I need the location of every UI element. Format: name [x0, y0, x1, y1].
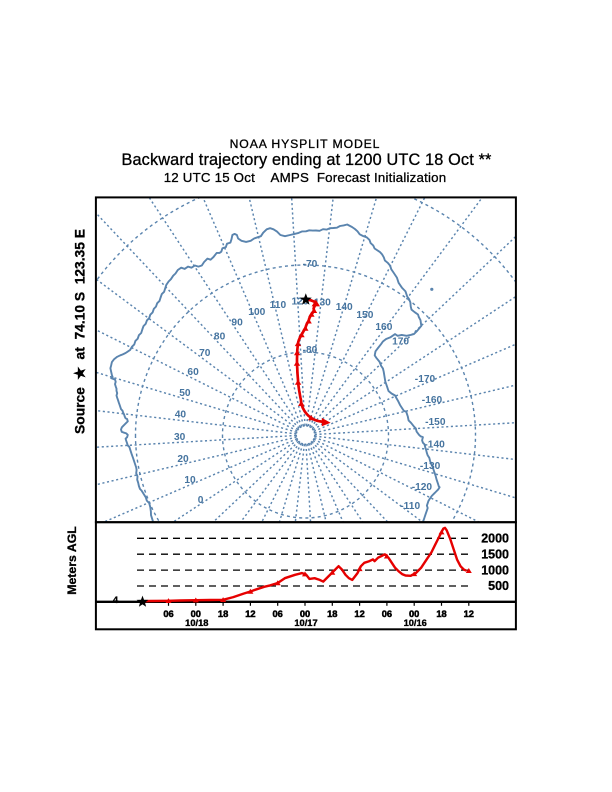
- svg-text:10/18: 10/18: [185, 618, 208, 628]
- svg-text:00: 00: [191, 609, 201, 619]
- svg-text:18: 18: [218, 609, 228, 619]
- svg-text:12 UTC 15 Oct AMPS Forecas: 12 UTC 15 Oct AMPS Forecast Initializati…: [164, 170, 447, 185]
- svg-text:06: 06: [273, 609, 283, 619]
- svg-text:Backward trajectory ending at: Backward trajectory ending at 1200 UTC 1…: [121, 151, 492, 169]
- svg-text:130: 130: [314, 297, 331, 308]
- svg-text:160: 160: [375, 322, 392, 333]
- svg-text:18: 18: [327, 609, 337, 619]
- svg-text:-170: -170: [415, 374, 436, 385]
- svg-text:110: 110: [270, 300, 287, 311]
- svg-text:10/16: 10/16: [404, 618, 427, 628]
- svg-text:40: 40: [175, 410, 187, 421]
- svg-text:06: 06: [382, 609, 392, 619]
- svg-text:60: 60: [187, 367, 199, 378]
- svg-text:12: 12: [464, 609, 474, 619]
- svg-text:06: 06: [163, 609, 173, 619]
- svg-text:-110: -110: [400, 501, 420, 512]
- svg-text:Source ★ at 74.10 S 123.35: Source ★ at 74.10 S 123.35 E: [73, 229, 88, 434]
- svg-text:-120: -120: [412, 482, 433, 493]
- svg-text:90: 90: [231, 318, 243, 329]
- svg-text:170: 170: [392, 337, 409, 348]
- svg-text:1000: 1000: [481, 563, 509, 577]
- svg-text:-150: -150: [425, 417, 446, 428]
- svg-text:12: 12: [354, 609, 364, 619]
- svg-text:50: 50: [179, 388, 191, 399]
- svg-text:150: 150: [356, 310, 373, 321]
- svg-text:30: 30: [174, 432, 186, 443]
- svg-text:-140: -140: [424, 439, 445, 450]
- svg-text:18: 18: [436, 609, 446, 619]
- svg-text:500: 500: [488, 579, 509, 593]
- svg-text:100: 100: [248, 307, 265, 318]
- svg-text:NOAA HYSPLIT MODEL: NOAA HYSPLIT MODEL: [230, 137, 381, 151]
- svg-text:-130: -130: [420, 461, 441, 472]
- svg-text:0: 0: [198, 495, 204, 506]
- svg-text:-160: -160: [422, 395, 443, 406]
- svg-text:140: 140: [336, 302, 353, 313]
- svg-text:00: 00: [409, 609, 419, 619]
- svg-text:70: 70: [199, 348, 211, 359]
- svg-text:-80: -80: [303, 345, 318, 356]
- svg-text:20: 20: [177, 454, 189, 465]
- svg-text:10/17: 10/17: [294, 618, 317, 628]
- svg-text:10: 10: [184, 475, 196, 486]
- svg-text:00: 00: [300, 609, 310, 619]
- svg-text:-70: -70: [303, 259, 318, 270]
- svg-text:120: 120: [292, 297, 309, 308]
- svg-text:80: 80: [214, 331, 226, 342]
- svg-text:4: 4: [113, 595, 119, 606]
- svg-text:1500: 1500: [481, 547, 509, 561]
- svg-text:2000: 2000: [481, 532, 509, 546]
- svg-text:12: 12: [245, 609, 255, 619]
- svg-text:Meters AGL: Meters AGL: [65, 526, 79, 595]
